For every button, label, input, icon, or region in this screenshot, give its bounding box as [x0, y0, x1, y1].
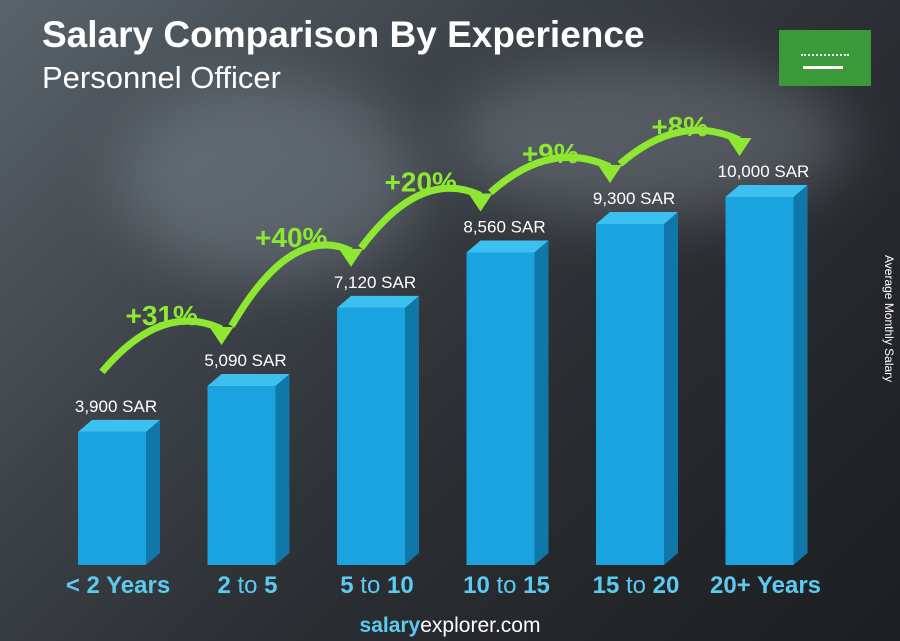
- change-label: +8%: [651, 111, 708, 142]
- change-label: +40%: [255, 222, 327, 253]
- category-part: 5: [264, 572, 277, 599]
- value-label: 7,120 SAR: [334, 273, 416, 292]
- bar: [596, 223, 664, 565]
- brand-rest: explorer: [420, 614, 495, 637]
- category-part: 2: [217, 572, 230, 599]
- bar-side: [405, 295, 419, 565]
- value-label: 9,300 SAR: [593, 189, 675, 208]
- category-label: < 2 Years: [66, 572, 170, 599]
- saudi-flag-icon: [779, 30, 871, 86]
- category-label: 10 to 15: [463, 572, 550, 599]
- bar: [466, 252, 535, 565]
- category-part: to: [490, 572, 523, 599]
- bar: [725, 197, 794, 565]
- arrow-head: [468, 193, 493, 212]
- category-part: to: [354, 572, 387, 599]
- change-label: +20%: [385, 166, 457, 197]
- arrow-head: [209, 327, 234, 346]
- change-arrow: [99, 317, 223, 375]
- category-label: 2 to 5: [217, 572, 277, 599]
- category-part: to: [619, 572, 652, 599]
- value-label: 3,900 SAR: [75, 397, 157, 416]
- change-arrow: [488, 153, 612, 196]
- value-label: 5,090 SAR: [204, 351, 286, 370]
- change-label: +9%: [522, 138, 579, 169]
- category-part: < 2: [66, 572, 100, 599]
- arrow-head: [727, 138, 752, 156]
- bar: [337, 307, 405, 565]
- category-part: Years: [751, 572, 821, 599]
- bar-side: [664, 211, 678, 565]
- category-part: 5: [340, 572, 353, 599]
- value-label: 10,000 SAR: [718, 162, 810, 181]
- chart-title: Salary Comparison By Experience: [42, 14, 645, 55]
- arrow-head: [598, 164, 622, 183]
- arrow-head: [339, 248, 363, 267]
- bar-top: [466, 240, 549, 253]
- category-part: 15: [593, 572, 620, 599]
- brand-tld: .com: [494, 614, 541, 637]
- bar-top: [78, 419, 160, 432]
- bar-top: [337, 295, 419, 308]
- category-part: Years: [100, 572, 170, 599]
- brand-bold: salary: [359, 614, 421, 637]
- change-arrow: [228, 241, 353, 328]
- bar-side: [793, 185, 808, 565]
- bar: [78, 431, 146, 565]
- value-label: 8,560 SAR: [463, 217, 545, 236]
- bar-top: [725, 185, 808, 197]
- bar-side: [534, 240, 549, 565]
- category-part: 20: [653, 572, 680, 599]
- category-part: to: [231, 572, 264, 599]
- change-arrow: [617, 126, 741, 167]
- change-arrow: [358, 184, 482, 250]
- background-photo: [120, 80, 420, 280]
- category-part: 10: [387, 572, 414, 599]
- bar: [207, 386, 276, 565]
- bar-top: [596, 211, 678, 224]
- chart-subtitle: Personnel Officer: [42, 60, 281, 95]
- bar-side: [146, 419, 160, 565]
- bar-top: [207, 374, 290, 387]
- y-axis-label: Average Monthly Salary: [882, 255, 896, 383]
- bar-side: [275, 374, 290, 565]
- footer-brand[interactable]: salaryexplorer.com: [0, 614, 900, 638]
- change-label: +31%: [126, 300, 198, 331]
- category-label: 5 to 10: [340, 572, 413, 599]
- category-part: 15: [523, 572, 550, 599]
- category-label: 20+ Years: [710, 572, 821, 599]
- category-part: 10: [463, 572, 490, 599]
- category-label: 15 to 20: [593, 572, 680, 599]
- category-part: 20+: [710, 572, 751, 599]
